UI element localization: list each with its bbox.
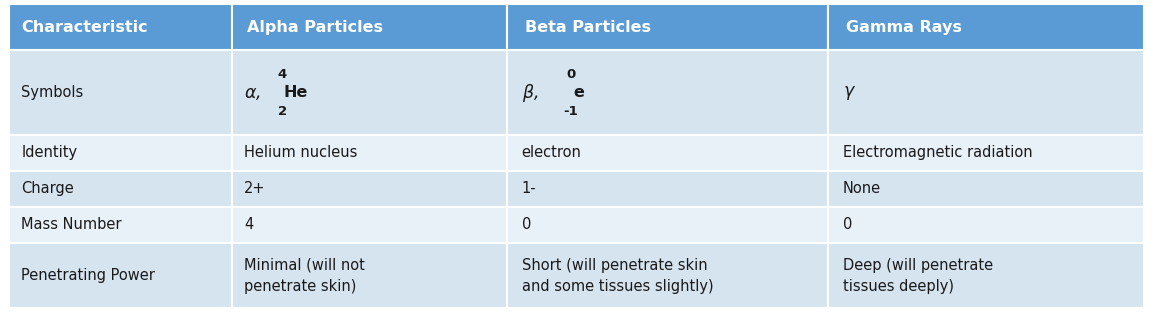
Text: e: e <box>574 85 585 100</box>
Text: $\gamma$: $\gamma$ <box>843 84 856 102</box>
FancyBboxPatch shape <box>232 243 507 308</box>
FancyBboxPatch shape <box>232 50 507 135</box>
FancyBboxPatch shape <box>9 243 232 308</box>
FancyBboxPatch shape <box>828 135 1144 171</box>
Text: 2+: 2+ <box>244 181 265 196</box>
FancyBboxPatch shape <box>9 135 232 171</box>
Text: He: He <box>284 85 308 100</box>
FancyBboxPatch shape <box>507 50 828 135</box>
FancyBboxPatch shape <box>9 4 232 50</box>
Text: Penetrating Power: Penetrating Power <box>22 268 156 283</box>
Text: Mass Number: Mass Number <box>22 217 122 232</box>
Text: Charge: Charge <box>22 181 74 196</box>
Text: Gamma Rays: Gamma Rays <box>845 20 962 35</box>
Text: 0: 0 <box>566 67 576 80</box>
Text: 4: 4 <box>244 217 254 232</box>
FancyBboxPatch shape <box>507 207 828 243</box>
Text: Alpha Particles: Alpha Particles <box>247 20 383 35</box>
Text: Identity: Identity <box>22 145 77 160</box>
FancyBboxPatch shape <box>828 207 1144 243</box>
FancyBboxPatch shape <box>232 4 507 50</box>
FancyBboxPatch shape <box>828 4 1144 50</box>
Text: Minimal (will not
penetrate skin): Minimal (will not penetrate skin) <box>244 257 364 294</box>
FancyBboxPatch shape <box>232 207 507 243</box>
Text: Short (will penetrate skin
and some tissues slightly): Short (will penetrate skin and some tiss… <box>522 257 714 294</box>
FancyBboxPatch shape <box>507 135 828 171</box>
FancyBboxPatch shape <box>828 50 1144 135</box>
FancyBboxPatch shape <box>232 171 507 207</box>
Text: 0: 0 <box>522 217 532 232</box>
FancyBboxPatch shape <box>9 171 232 207</box>
Text: 1-: 1- <box>522 181 536 196</box>
Text: 4: 4 <box>277 67 286 80</box>
Text: $\beta$,: $\beta$, <box>522 82 538 104</box>
Text: Symbols: Symbols <box>22 85 84 100</box>
Text: Electromagnetic radiation: Electromagnetic radiation <box>843 145 1032 160</box>
Text: Beta Particles: Beta Particles <box>525 20 651 35</box>
Text: Helium nucleus: Helium nucleus <box>244 145 357 160</box>
FancyBboxPatch shape <box>507 4 828 50</box>
Text: 2: 2 <box>278 105 287 118</box>
FancyBboxPatch shape <box>232 135 507 171</box>
FancyBboxPatch shape <box>828 243 1144 308</box>
FancyBboxPatch shape <box>507 243 828 308</box>
FancyBboxPatch shape <box>9 50 232 135</box>
Text: electron: electron <box>522 145 581 160</box>
FancyBboxPatch shape <box>9 207 232 243</box>
Text: None: None <box>843 181 881 196</box>
Text: -1: -1 <box>563 105 578 118</box>
FancyBboxPatch shape <box>828 171 1144 207</box>
Text: $\alpha$,: $\alpha$, <box>244 84 261 102</box>
Text: Characteristic: Characteristic <box>22 20 148 35</box>
Text: Deep (will penetrate
tissues deeply): Deep (will penetrate tissues deeply) <box>843 257 993 294</box>
FancyBboxPatch shape <box>507 171 828 207</box>
Text: 0: 0 <box>843 217 852 232</box>
